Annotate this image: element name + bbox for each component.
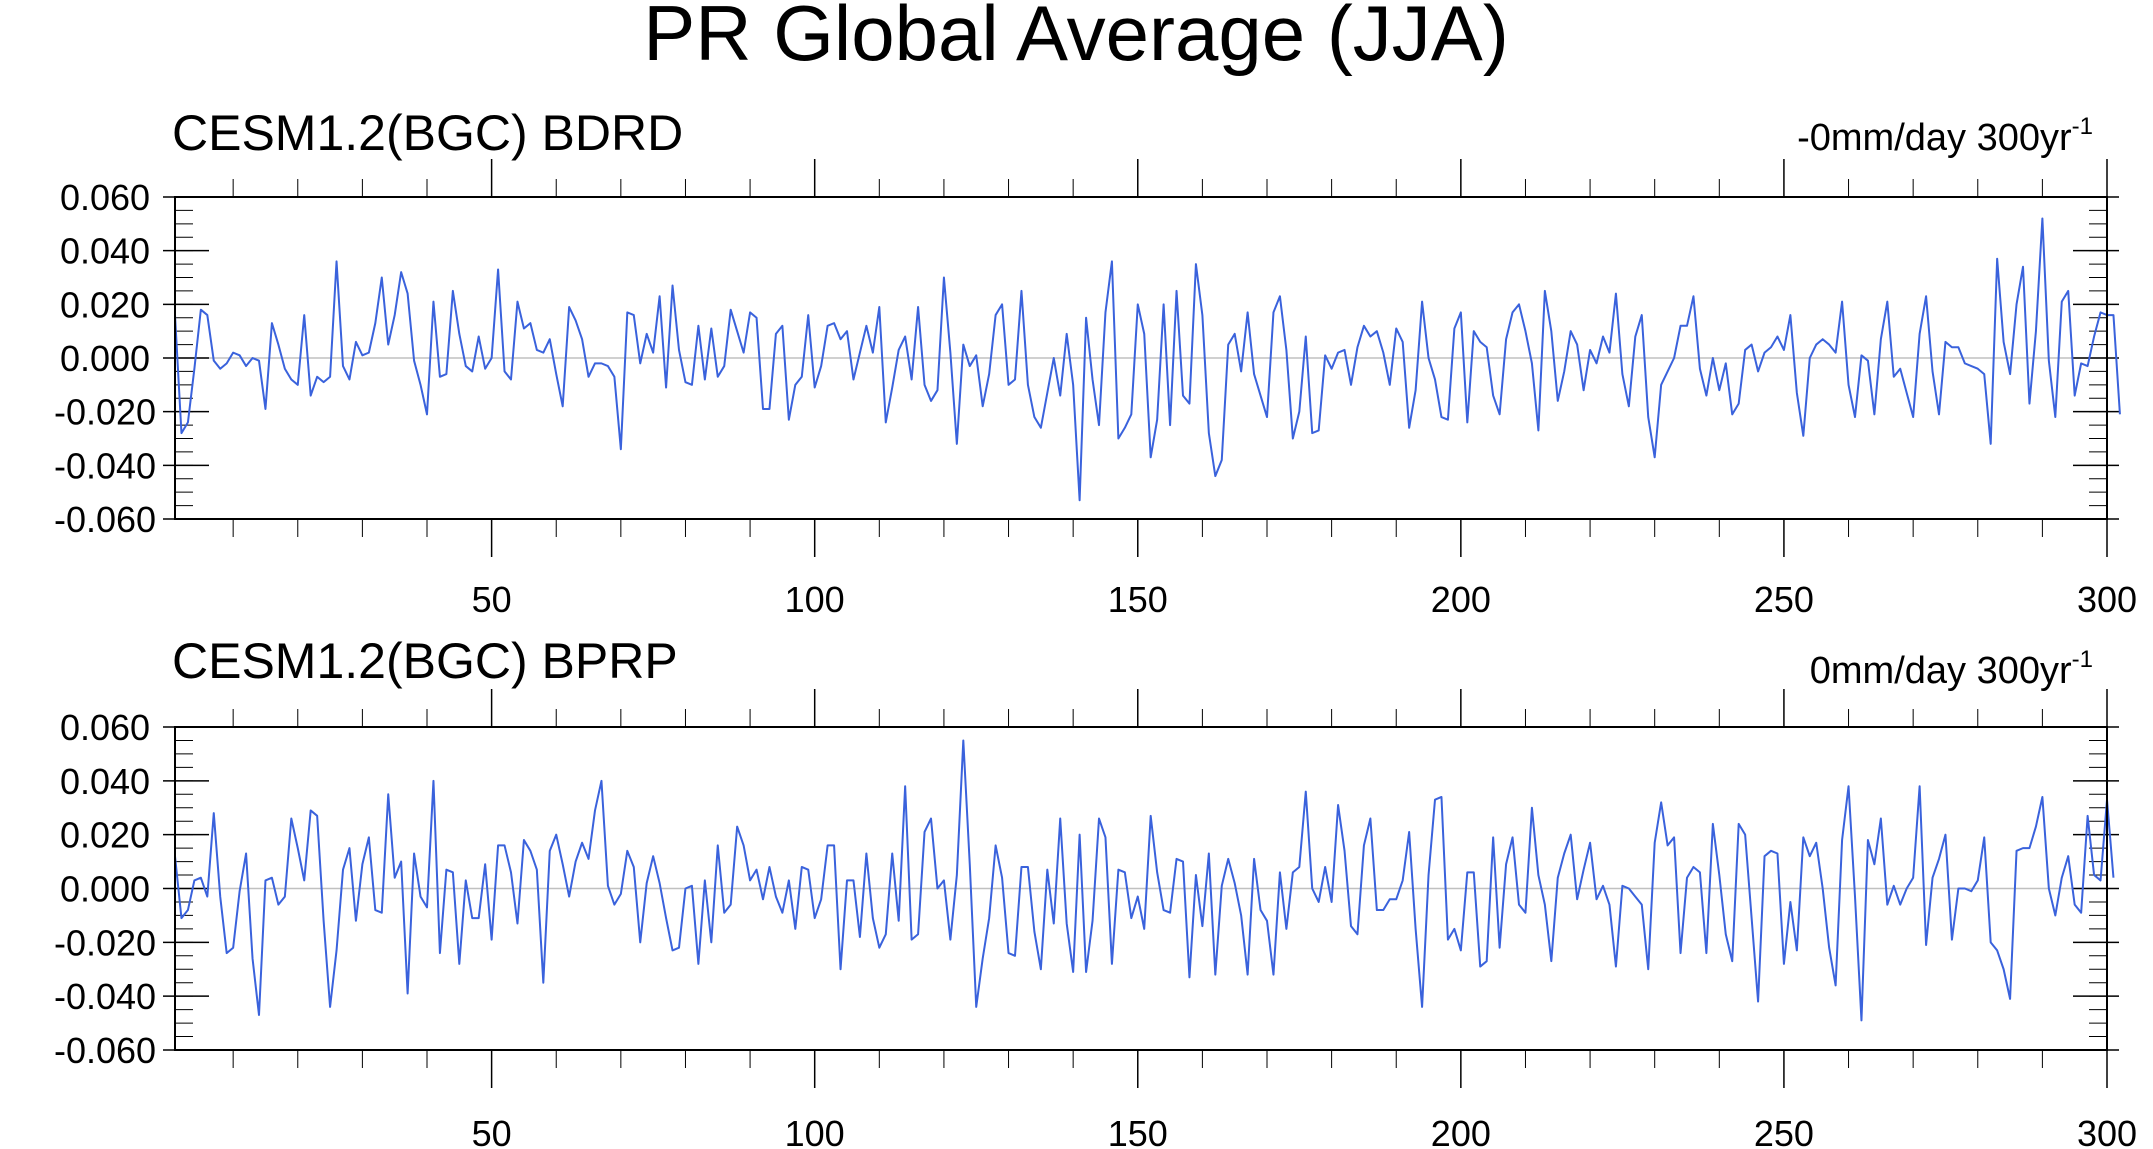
x-tick-label: 150 xyxy=(1108,1113,1168,1149)
trend-label: 0mm/day 300yr-1 xyxy=(1810,646,2093,692)
trend-label-superscript: -1 xyxy=(2072,646,2093,673)
series-line xyxy=(174,739,2115,1022)
panel-bprp: CESM1.2(BGC) BPRP 0mm/day 300yr-1 0.060 0.0… xyxy=(54,633,2137,1149)
x-tick-label: 50 xyxy=(472,1113,512,1149)
trend-label-superscript: -1 xyxy=(2072,113,2093,140)
y-tick-label: -0.040 xyxy=(54,445,156,486)
x-tick-label: 150 xyxy=(1108,579,1168,620)
x-tick-label: 300 xyxy=(2077,1113,2137,1149)
x-tick-label: 300 xyxy=(2077,579,2137,620)
panel-bdrd: CESM1.2(BGC) BDRD -0mm/day 300yr-1 0.060 0.… xyxy=(54,105,2137,620)
y-tick-label: 0.040 xyxy=(60,761,150,802)
x-tick-label: 100 xyxy=(785,1113,845,1149)
x-tick-label: 200 xyxy=(1431,1113,1491,1149)
trend-label-text: -0mm/day 300yr xyxy=(1797,117,2072,159)
plot-frame xyxy=(174,196,2108,520)
trend-label: -0mm/day 300yr-1 xyxy=(1797,113,2093,159)
y-tick-label: -0.040 xyxy=(54,976,156,1017)
x-tick-label: 50 xyxy=(472,579,512,620)
figure-title: PR Global Average (JJA) xyxy=(643,0,1509,77)
y-tick-label: 0.060 xyxy=(60,177,150,218)
x-tick-label: 250 xyxy=(1754,579,1814,620)
x-tick-label: 100 xyxy=(785,579,845,620)
y-tick-label: 0.040 xyxy=(60,231,150,272)
y-tick-label: 0.020 xyxy=(60,284,150,325)
y-tick-label: -0.060 xyxy=(54,1030,156,1071)
y-tick-label: 0.020 xyxy=(60,815,150,856)
y-tick-label: -0.060 xyxy=(54,499,156,540)
x-tick-label: 250 xyxy=(1754,1113,1814,1149)
series-line xyxy=(174,217,2121,502)
y-tick-label: -0.020 xyxy=(54,392,156,433)
plot-frame xyxy=(174,726,2108,1051)
panel-title: CESM1.2(BGC) BDRD xyxy=(172,105,683,161)
x-tick-label: 200 xyxy=(1431,579,1491,620)
trend-label-text: 0mm/day 300yr xyxy=(1810,650,2072,692)
panel-title: CESM1.2(BGC) BPRP xyxy=(172,633,678,689)
y-tick-label: 0.060 xyxy=(60,707,150,748)
y-tick-label: 0.000 xyxy=(60,338,150,379)
y-tick-label: -0.020 xyxy=(54,922,156,963)
y-tick-label: 0.000 xyxy=(60,869,150,910)
